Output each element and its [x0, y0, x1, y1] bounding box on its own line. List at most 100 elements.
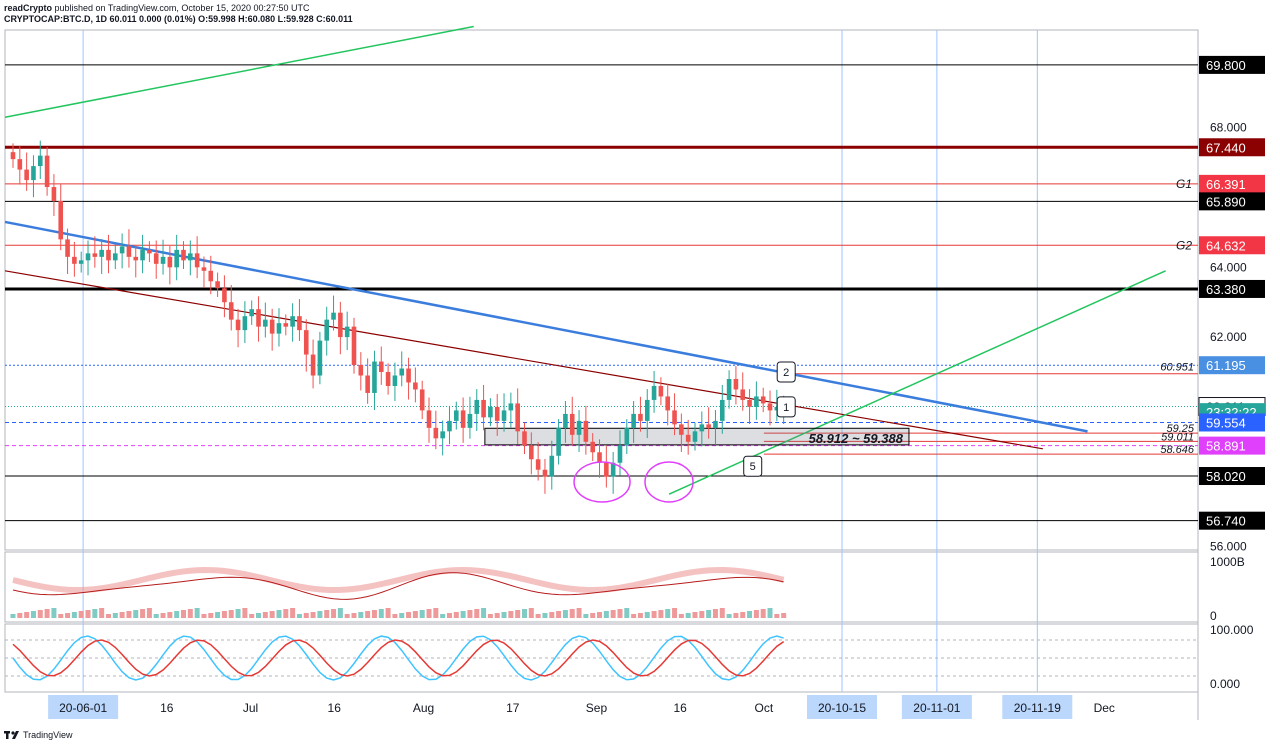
- osc1-volume-bar: [215, 612, 221, 618]
- trendline: [4, 25, 474, 118]
- price-tag-label: 66.391: [1206, 177, 1246, 192]
- candle-body: [153, 253, 159, 264]
- candle-body: [413, 382, 418, 390]
- x-tick-label: 20-11-19: [1014, 701, 1061, 715]
- osc1-volume-bar: [590, 613, 596, 618]
- osc1-line: [12, 572, 784, 600]
- osc1-volume-bar: [78, 611, 84, 618]
- osc1-volume-bar: [133, 610, 139, 618]
- osc1-volume-bar: [112, 613, 118, 618]
- callout-box: [776, 396, 796, 418]
- callout-label: 1: [783, 402, 789, 414]
- osc1-volume-bar: [692, 612, 698, 618]
- osc-axis-label: 0.000: [1210, 677, 1240, 691]
- osc1-volume-bar: [747, 611, 753, 618]
- candle-body: [106, 249, 111, 261]
- candle-body: [638, 413, 643, 421]
- candle-body: [378, 361, 384, 373]
- osc1-volume-bar: [706, 610, 712, 618]
- candle-body: [351, 326, 357, 366]
- osc1-volume-bar: [358, 612, 364, 618]
- x-tick-label: Jul: [243, 701, 258, 715]
- candle-body: [726, 378, 732, 400]
- osc1-volume-bar: [535, 614, 541, 618]
- osc1-volume-bar: [392, 614, 398, 618]
- osc1-volume-bar: [235, 609, 241, 618]
- candle-body: [590, 441, 595, 453]
- candle-body: [719, 399, 725, 421]
- candle-body: [126, 246, 132, 257]
- candle-body: [269, 319, 275, 334]
- osc1-volume-bar: [610, 610, 616, 618]
- x-tick-label: Oct: [755, 701, 774, 715]
- candle-body: [679, 424, 684, 435]
- x-tick-label: 20-06-01: [59, 701, 107, 715]
- x-tick-label: Dec: [1094, 701, 1115, 715]
- osc1-volume-bar: [487, 614, 493, 618]
- candle-body: [563, 413, 568, 428]
- candle-body: [113, 253, 118, 261]
- osc1-volume-bar: [453, 612, 459, 618]
- osc1-volume-bar: [303, 613, 309, 618]
- osc1-volume-bar: [733, 613, 739, 618]
- price-tag: [1199, 192, 1265, 211]
- candle-body: [542, 469, 548, 477]
- osc1-volume-bar: [119, 612, 125, 618]
- osc1-volume-bar: [501, 612, 507, 618]
- price-tag: [1199, 279, 1265, 298]
- candle-body: [665, 396, 671, 411]
- osc1-volume-bar: [153, 614, 159, 618]
- x-tick-highlight: [807, 695, 877, 719]
- candle-body: [699, 424, 705, 432]
- osc1-volume-bar: [753, 610, 759, 618]
- trendline: [4, 270, 1043, 450]
- osc1-volume-bar: [242, 608, 248, 618]
- support-box-label: 58.912 ~ 59.388: [809, 431, 904, 446]
- level-tag: G2: [1176, 238, 1192, 252]
- candle-body: [72, 256, 77, 264]
- level-value-label: 60.951: [1160, 362, 1194, 374]
- candle-body: [31, 166, 36, 181]
- publisher-name[interactable]: readCrypto: [4, 3, 53, 13]
- osc1-volume-bar: [576, 608, 582, 618]
- osc1-volume-bar: [10, 614, 16, 618]
- candle-body: [522, 431, 527, 446]
- x-tick-label: 20-10-15: [818, 701, 866, 715]
- osc1-volume-bar: [44, 609, 50, 618]
- osc1-volume-bar: [194, 608, 200, 618]
- candle-body: [692, 431, 698, 442]
- osc1-volume-bar: [99, 608, 105, 618]
- osc1-volume-bar: [719, 608, 725, 618]
- candle-body: [406, 368, 411, 383]
- osc1-volume-bar: [508, 611, 514, 618]
- osc1-volume-bar: [51, 608, 57, 618]
- candle-body: [324, 319, 330, 341]
- candle-body: [549, 455, 555, 477]
- osc1-volume-bar: [562, 610, 568, 618]
- candle-body: [447, 420, 452, 432]
- osc1-volume-bar: [365, 611, 371, 618]
- osc1-volume-bar: [740, 612, 746, 618]
- price-tag: [1199, 356, 1265, 375]
- candle-body: [51, 187, 57, 202]
- price-tag: [1199, 174, 1265, 193]
- osc1-volume-bar: [406, 612, 412, 618]
- candle-body: [119, 246, 125, 254]
- level-value-label: 58.646: [1160, 444, 1195, 456]
- osc1-volume-bar: [249, 614, 255, 618]
- price-tag-label: 63.380: [1206, 282, 1246, 297]
- candle-body: [529, 445, 534, 460]
- osc1-volume-bar: [174, 611, 180, 618]
- osc1-volume-bar: [528, 608, 534, 618]
- candle-body: [208, 270, 214, 282]
- osc1-volume-bar: [631, 614, 637, 618]
- footer-brand[interactable]: TradingView: [23, 730, 73, 740]
- osc-axis-label: 1000B: [1210, 555, 1245, 569]
- osc1-volume-bar: [310, 612, 316, 618]
- osc1-volume-bar: [419, 610, 425, 618]
- level-value-label: 59.25: [1166, 423, 1194, 435]
- candle-body: [372, 361, 377, 393]
- x-tick-label: 16: [674, 701, 688, 715]
- candle-body: [256, 309, 261, 327]
